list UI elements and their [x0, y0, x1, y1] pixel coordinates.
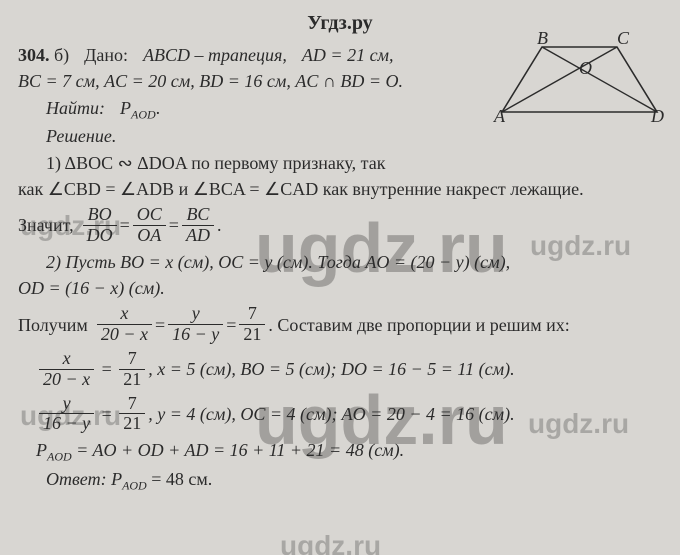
- answer-a: P: [107, 469, 123, 489]
- perimeter-rest: = AO + OD + AD = 16 + 11 + 21 = 48 (см).: [72, 440, 405, 460]
- answer-line: Ответ: PAOD = 48 см.: [18, 467, 662, 494]
- ratio-d1: DO: [83, 226, 117, 246]
- poluchim-line: Получим x20 − x = y16 − y = 721 . Состав…: [18, 304, 662, 345]
- p1-ld: 20 − x: [39, 370, 94, 390]
- ratio-d2: OA: [133, 226, 166, 246]
- chain-f1n: x: [97, 304, 152, 325]
- chain-f3n: 7: [239, 304, 265, 325]
- ratio-n1: BO: [83, 205, 117, 226]
- step2-line-b: OD = (16 − x) (см).: [18, 276, 662, 300]
- page-content: Угдз.ру B C A D O 304. б) Дано: ABCD – т…: [0, 0, 680, 506]
- p2-ln: y: [39, 394, 94, 415]
- find-label: Найти:: [46, 98, 105, 118]
- find-tail: .: [156, 98, 161, 118]
- chain-f2d: 16 − y: [168, 325, 223, 345]
- solution-label: Решение.: [18, 124, 662, 148]
- diagram-label-d: D: [651, 104, 664, 128]
- diagram-label-a: A: [494, 104, 505, 128]
- problem-sub: б): [54, 45, 69, 65]
- znachit: Значит,: [18, 213, 74, 237]
- ratio-d3: AD: [182, 226, 214, 246]
- step1-line-a: 1) ΔBOC ∾ ΔDOA по первому признаку, так: [18, 151, 662, 175]
- watermark-small-5: ugdz.ru: [280, 530, 381, 555]
- p1-ln: x: [39, 349, 94, 370]
- p1-tail: , x = 5 (см), BO = 5 (см); DO = 16 − 5 =…: [148, 357, 514, 381]
- problem-number: 304.: [18, 45, 50, 65]
- find-sub: AOD: [131, 107, 156, 121]
- p2-rn: 7: [119, 394, 145, 415]
- perimeter-line: PAOD = AO + OD + AD = 16 + 11 + 21 = 48 …: [18, 438, 662, 465]
- chain-f1d: 20 − x: [97, 325, 152, 345]
- p2-ld: 16 − y: [39, 414, 94, 434]
- p1-rn: 7: [119, 349, 145, 370]
- chain-f3d: 21: [239, 325, 265, 345]
- proportion-2: y16 − y = 721 , y = 4 (см), OC = 4 (см);…: [18, 394, 662, 435]
- perimeter-sub: AOD: [47, 450, 72, 464]
- proportion-1: x20 − x = 721 , x = 5 (см), BO = 5 (см);…: [18, 349, 662, 390]
- given-ad: AD = 21 см,: [302, 45, 394, 65]
- answer-label: Ответ:: [46, 469, 107, 489]
- diagram-label-o: O: [579, 56, 592, 80]
- find-value: P: [120, 98, 131, 118]
- p1-rd: 21: [119, 370, 145, 390]
- poluchim-label: Получим: [18, 313, 88, 337]
- step1-line-b: как ∠CBD = ∠ADB и ∠BCA = ∠CAD как внутре…: [18, 177, 662, 201]
- ratio-line: Значит, BODO = OCOA = BCAD .: [18, 205, 662, 246]
- step2-line-a: 2) Пусть BO = x (см), OC = y (см). Тогда…: [18, 250, 662, 274]
- given-text-1: ABCD – трапеция,: [143, 45, 287, 65]
- diagram-label-c: C: [617, 26, 629, 50]
- answer-sub: AOD: [122, 479, 147, 493]
- given-label: Дано:: [84, 45, 128, 65]
- perimeter-p: P: [36, 440, 47, 460]
- chain-f2n: y: [168, 304, 223, 325]
- p2-rd: 21: [119, 414, 145, 434]
- ratio-n2: OC: [133, 205, 166, 226]
- p2-tail: , y = 4 (см), OC = 4 (см); AO = 20 − 4 =…: [148, 402, 514, 426]
- answer-b: = 48 см.: [147, 469, 213, 489]
- diagram-label-b: B: [537, 26, 548, 50]
- ratio-n3: BC: [182, 205, 214, 226]
- poluchim-tail: . Составим две пропорции и решим их:: [268, 313, 569, 337]
- trapezoid-diagram: B C A D O: [497, 32, 662, 124]
